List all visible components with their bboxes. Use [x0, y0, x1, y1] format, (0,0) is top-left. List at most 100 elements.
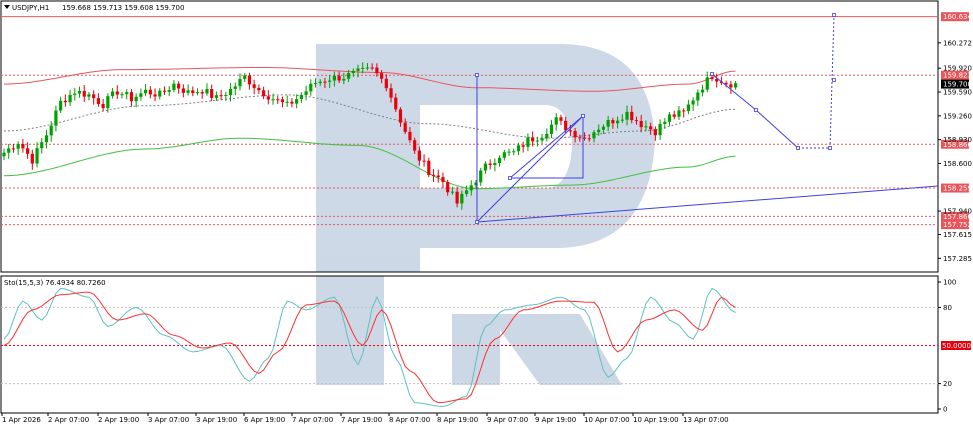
candle-body [691, 100, 695, 105]
drawing-anchor[interactable] [754, 108, 758, 112]
price-tick-label: 157.615 [943, 231, 972, 239]
time-tick-label: 1 Apr 2026 [2, 416, 41, 424]
time-axis[interactable]: 1 Apr 2026 2 Apr 07:00 2 Apr 19:00 3 Apr 07… [1, 413, 729, 424]
drawing-anchor[interactable] [710, 72, 714, 76]
candle-body [214, 95, 218, 98]
price-tick-label: 157.285 [943, 255, 972, 263]
candle-body [441, 177, 445, 182]
candle-body [342, 78, 346, 81]
candle-body [167, 89, 171, 92]
drawing-anchor[interactable] [828, 146, 832, 150]
oscillator-level-tag [941, 341, 971, 350]
oscillator-label: Sto(15,5,3) 76.4934 80.7260 [4, 279, 106, 287]
candle-body [479, 170, 483, 183]
price-level-tag [941, 79, 969, 89]
candle-body [663, 121, 667, 124]
drawing-anchor[interactable] [832, 78, 836, 82]
candle-body [238, 78, 242, 87]
candle-body [493, 162, 497, 166]
trendline-support[interactable] [476, 185, 938, 223]
candle-body [715, 79, 719, 82]
candle-body [616, 120, 620, 124]
oscillator-tick-label: 80 [943, 304, 952, 312]
candle-body [210, 89, 214, 98]
candle-body [700, 89, 705, 93]
candle-body [582, 137, 587, 139]
drawing-anchor[interactable] [475, 220, 479, 224]
candle-body [129, 92, 134, 102]
candle-body [228, 88, 233, 96]
candle-body [257, 87, 261, 91]
candle-body [422, 160, 426, 162]
oscillator-tick-label: 100 [943, 279, 956, 287]
dropdown-triangle-icon[interactable] [4, 5, 10, 9]
candle-body [488, 163, 492, 166]
drawing-anchor[interactable] [581, 114, 585, 118]
moving-averages [3, 67, 736, 190]
candle-body [356, 68, 360, 71]
candle-body [521, 145, 525, 147]
candle-body [44, 135, 49, 143]
candle-body [87, 94, 91, 97]
drawing-anchor[interactable] [508, 176, 512, 180]
candle-body [346, 73, 351, 79]
candle-body [304, 91, 308, 95]
drawing-anchor[interactable] [796, 146, 800, 150]
drawing-anchor[interactable] [832, 13, 836, 17]
forecast-target-leg[interactable] [798, 14, 835, 149]
time-tick-label: 9 Apr 19:00 [535, 416, 576, 424]
candle-body [299, 94, 303, 100]
candle-body [110, 91, 115, 97]
candle-body [427, 160, 431, 175]
candle-body [729, 84, 733, 88]
price-tick-label: 158.930 [943, 136, 972, 144]
drawing-anchor[interactable] [475, 73, 479, 77]
candle-body [606, 120, 610, 127]
candle-body [361, 67, 365, 69]
candle-body [205, 89, 209, 94]
candle-body [370, 67, 374, 69]
candle-body [262, 90, 266, 97]
candle-body [11, 148, 16, 150]
candle-body [328, 80, 332, 82]
candle-body [59, 100, 63, 111]
candle-body [323, 81, 327, 83]
candle-body [502, 152, 506, 158]
candle-body [540, 138, 544, 141]
candle-body [309, 83, 313, 92]
candle-body [724, 82, 728, 85]
candle-body [337, 75, 341, 81]
price-levels [1, 16, 938, 226]
candle-body [92, 94, 96, 99]
candle-body [639, 120, 643, 128]
candle-body [450, 191, 454, 193]
stoch-main-line [3, 287, 736, 408]
candle-body [498, 157, 502, 163]
candle-body [512, 151, 516, 153]
candle-body [120, 94, 124, 96]
candle-body [233, 86, 237, 89]
oscillator-pane-frame [0, 275, 939, 414]
time-tick-label: 13 Apr 07:00 [683, 416, 729, 424]
price-level-tag [941, 183, 969, 193]
candle-body [413, 140, 417, 151]
candle-body [375, 67, 379, 74]
candle-body [252, 84, 256, 88]
candle-body [597, 129, 601, 133]
candle-body [77, 91, 82, 94]
price-level-label: 158.259 [943, 185, 972, 193]
candle-body [134, 96, 138, 102]
candle-body [290, 101, 294, 104]
candle-body [611, 120, 615, 124]
price-tick-label: 159.590 [943, 89, 972, 97]
candle-body [153, 94, 157, 97]
time-tick-label: 6 Apr 19:00 [244, 416, 285, 424]
time-tick-label: 9 Apr 07:00 [487, 416, 528, 424]
candle-body [403, 122, 407, 132]
candle-body [200, 92, 204, 94]
candle-body [2, 152, 6, 157]
wave-box[interactable] [509, 114, 584, 179]
oscillator-axis[interactable]: 100 80 50.0000 20 0 [938, 279, 971, 414]
